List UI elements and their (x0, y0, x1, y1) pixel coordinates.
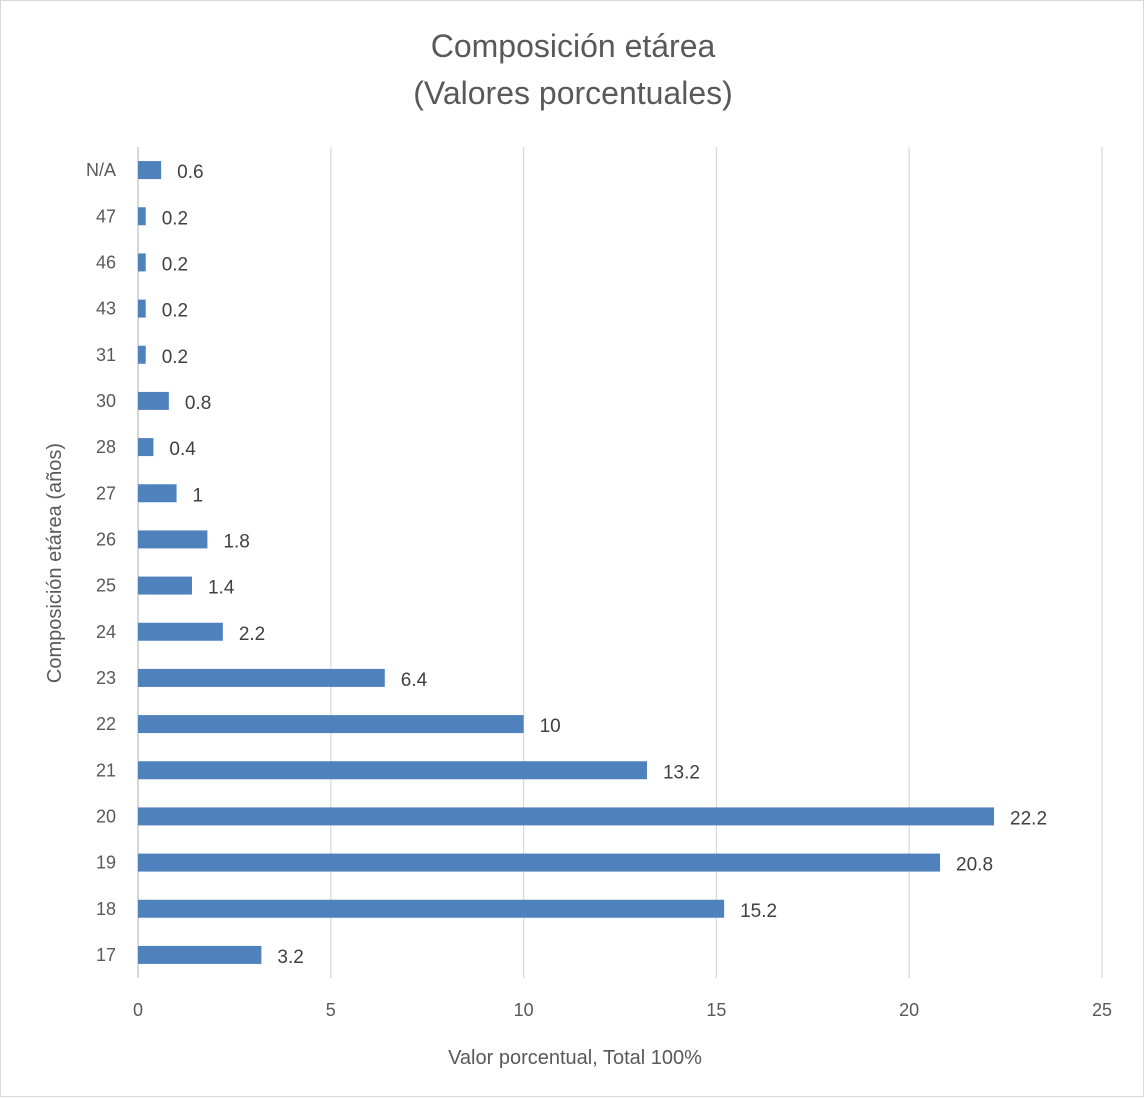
bar-28 (138, 438, 154, 457)
bar-21 (138, 761, 647, 780)
y-tick-label: 47 (96, 206, 116, 226)
bars (138, 161, 995, 964)
data-label-21: 13.2 (663, 762, 700, 783)
data-label-NA: 0.6 (177, 162, 203, 183)
x-tick-label: 25 (1092, 1000, 1112, 1020)
bar-25 (138, 576, 192, 595)
y-tick-label: 23 (96, 668, 116, 688)
x-tick-label: 5 (326, 1000, 336, 1020)
bar-18 (138, 899, 725, 918)
data-label-26: 1.8 (223, 531, 249, 552)
x-axis-ticks: 0 5 10 15 20 25 (133, 1000, 1112, 1020)
data-label-30: 0.8 (185, 393, 211, 414)
bar-31 (138, 345, 146, 364)
y-tick-label: 24 (96, 622, 116, 642)
data-label-27: 1 (193, 485, 204, 506)
x-tick-label: 0 (133, 1000, 143, 1020)
data-label-28: 0.4 (169, 439, 196, 460)
data-label-24: 2.2 (239, 624, 265, 645)
data-label-47: 0.2 (162, 208, 188, 229)
y-tick-label: 22 (96, 714, 116, 734)
bar-20 (138, 807, 995, 826)
y-tick-label: 43 (96, 299, 116, 319)
y-tick-label: 26 (96, 529, 116, 549)
data-labels: 3.2 15.2 20.8 22.2 13.2 10 6.4 2.2 1.4 1.8 1 0.4 0.8… (162, 162, 1047, 968)
data-label-23: 6.4 (401, 670, 428, 691)
chart-title-line-2: (Valores porcentuales) (413, 75, 733, 111)
bar-43 (138, 299, 146, 318)
bar-30 (138, 391, 169, 410)
bar-19 (138, 853, 941, 872)
y-axis-title: Composición etárea (años) (44, 443, 66, 683)
x-tick-label: 10 (514, 1000, 534, 1020)
y-axis-ticks: 17 18 19 20 21 22 23 24 25 26 27 28 30 31 43 46 47 N/A (86, 160, 116, 965)
x-tick-label: 15 (706, 1000, 726, 1020)
bar-47 (138, 207, 146, 226)
bar-26 (138, 530, 208, 549)
y-tick-label: 31 (96, 345, 116, 365)
y-tick-label: 46 (96, 252, 116, 272)
bar-17 (138, 945, 262, 964)
bar-22 (138, 715, 524, 734)
bar-46 (138, 253, 146, 272)
y-tick-label: 20 (96, 806, 116, 826)
y-tick-label: 17 (96, 945, 116, 965)
y-tick-label: 30 (96, 391, 116, 411)
data-label-43: 0.2 (162, 301, 188, 322)
data-label-25: 1.4 (208, 578, 235, 599)
y-tick-label: 18 (96, 899, 116, 919)
bar-NA (138, 161, 162, 180)
y-tick-label: 27 (96, 483, 116, 503)
data-label-19: 20.8 (956, 855, 993, 876)
data-label-17: 3.2 (277, 947, 303, 968)
bar-23 (138, 668, 385, 687)
x-axis-title: Valor porcentual, Total 100% (448, 1047, 702, 1069)
y-tick-label: 19 (96, 853, 116, 873)
y-tick-label: 21 (96, 760, 116, 780)
bar-24 (138, 622, 223, 641)
data-label-46: 0.2 (162, 254, 188, 275)
x-tick-label: 20 (899, 1000, 919, 1020)
data-label-22: 10 (540, 716, 561, 737)
y-tick-label: 28 (96, 437, 116, 457)
y-tick-label: 25 (96, 576, 116, 596)
chart-title-line-1: Composición etárea (431, 28, 716, 64)
data-label-31: 0.2 (162, 347, 188, 368)
bar-27 (138, 484, 177, 503)
data-label-18: 15.2 (740, 901, 777, 922)
data-label-20: 22.2 (1010, 808, 1047, 829)
y-tick-label: N/A (86, 160, 116, 180)
gridlines (137, 147, 1103, 978)
